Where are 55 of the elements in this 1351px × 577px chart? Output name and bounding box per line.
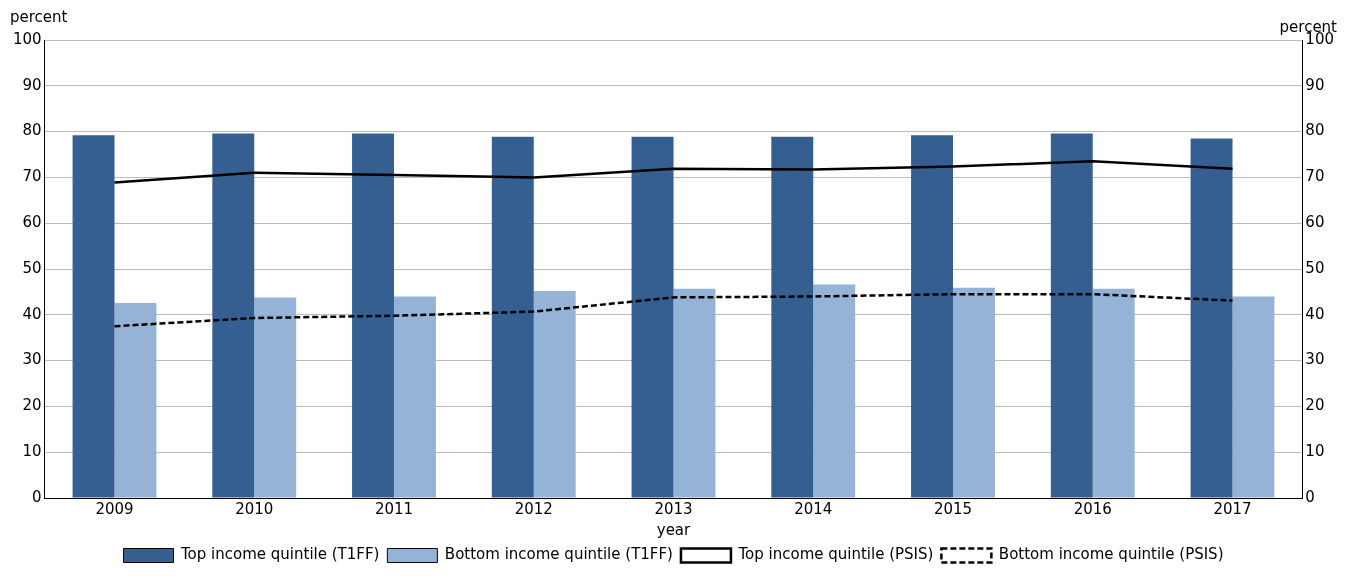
- bar: [1232, 296, 1275, 498]
- y2-tick-label: 20: [1305, 396, 1325, 415]
- bar: [114, 302, 157, 498]
- y-tick-label: 80: [22, 121, 42, 140]
- bar: [673, 288, 716, 498]
- y-tick-label: 70: [22, 167, 42, 186]
- y-tick-label: 10: [22, 442, 42, 461]
- bar: [1092, 288, 1135, 498]
- y2-tick-label: 40: [1305, 304, 1325, 323]
- bar: [72, 135, 115, 498]
- bar: [533, 290, 576, 498]
- bar: [1190, 138, 1233, 498]
- y2-tick-label: 0: [1305, 487, 1315, 506]
- legend-label: Top income quintile (T1FF): [180, 545, 380, 564]
- line-series: [113, 292, 1234, 328]
- x-tick-label: 2013: [654, 499, 693, 518]
- y-tick-label: 100: [12, 29, 42, 48]
- y2-tick-label: 30: [1305, 350, 1325, 369]
- x-tick-label: 2012: [514, 499, 553, 518]
- x-tick-label: 2011: [374, 499, 414, 518]
- legend-label: Bottom income quintile (PSIS): [998, 545, 1224, 564]
- y2-tick-label: 10: [1305, 442, 1325, 461]
- bar: [254, 297, 297, 498]
- x-tick-label: 2010: [235, 499, 274, 518]
- y-tick-label: 50: [22, 258, 42, 277]
- y-tick-label: 30: [22, 350, 42, 369]
- bar: [911, 135, 953, 498]
- y2-tick-label: 50: [1305, 258, 1325, 277]
- y-tick-label: 90: [22, 75, 42, 94]
- y-tick-label: 20: [22, 396, 42, 415]
- x-tick-label: 2016: [1073, 499, 1112, 518]
- y-tick-label: 40: [22, 304, 42, 323]
- bar: [771, 136, 814, 498]
- y-tick-label: 60: [22, 213, 42, 232]
- x-axis-title: year: [656, 520, 692, 539]
- x-tick-label: 2009: [95, 499, 134, 518]
- bar: [813, 284, 856, 498]
- legend-label: Bottom income quintile (T1FF): [444, 545, 673, 564]
- y2-tick-label: 70: [1305, 167, 1325, 186]
- bar: [212, 133, 255, 498]
- x-tick-label: 2014: [794, 499, 833, 518]
- y-axis-title: percent: [10, 8, 68, 27]
- y2-tick-label: 80: [1305, 121, 1325, 140]
- y2-tick-label: 90: [1305, 75, 1325, 94]
- y2-tick-label: 60: [1305, 213, 1325, 232]
- bar: [631, 136, 674, 498]
- x-tick-label: 2017: [1213, 499, 1252, 518]
- bar: [394, 296, 436, 498]
- x-tick-label: 2015: [933, 499, 973, 518]
- bar: [953, 287, 995, 498]
- legend-label: Top income quintile (PSIS): [737, 545, 934, 564]
- bar: [1050, 133, 1093, 498]
- bar: [491, 136, 534, 498]
- bar: [352, 133, 394, 498]
- y-tick-label: 0: [32, 487, 42, 506]
